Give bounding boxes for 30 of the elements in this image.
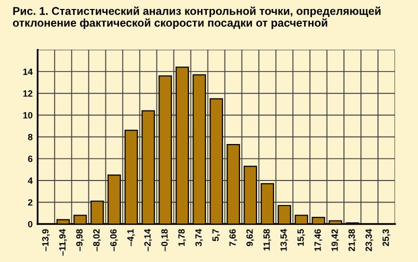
x-tick-label: –9,98 [76,229,84,252]
x-tick-label: 5,7 [212,229,220,242]
x-tick-label: 13,54 [280,228,288,251]
y-tick-label: 6 [28,156,32,162]
x-tick-label: –11,94 [59,228,67,256]
y-tick-label: 10 [23,112,32,118]
x-tick-label: 23,34 [366,228,374,252]
y-tick-label: 14 [23,68,33,75]
x-tick-label: 15,5 [298,229,306,246]
x-tick-label: 11,58 [263,229,272,250]
x-tick-label: –6,06 [110,229,118,252]
y-tick-label: 2 [28,199,32,206]
x-tick-label: 21,38 [348,229,356,252]
x-tick-label: –4,1 [127,229,135,246]
chart-title: Рис. 1. Статистический анализ контрольной точки, определяющей отклонение фактической скорости посадки от расчетной [12,6,380,29]
x-tick-label: 9,62 [246,229,254,246]
x-tick-label: –0,18 [161,229,169,252]
x-tick-label: 1,78 [178,229,186,246]
x-tick-label: 17,46 [314,229,322,251]
x-tick-label: 19,42 [331,229,340,251]
x-tick-label: –8,02 [93,229,101,252]
y-tick-label: 0 [28,220,32,228]
x-tick-label: 25,3 [382,229,390,246]
y-tick-label: 12 [23,90,32,97]
y-tick-label: 8 [28,134,32,140]
x-tick-label: 7,66 [229,229,238,246]
y-tick-label: 4 [28,178,33,184]
x-tick-label: –13,9 [42,229,50,252]
x-tick-label: 3,74 [195,228,204,246]
x-tick-label: –2,14 [144,228,152,252]
